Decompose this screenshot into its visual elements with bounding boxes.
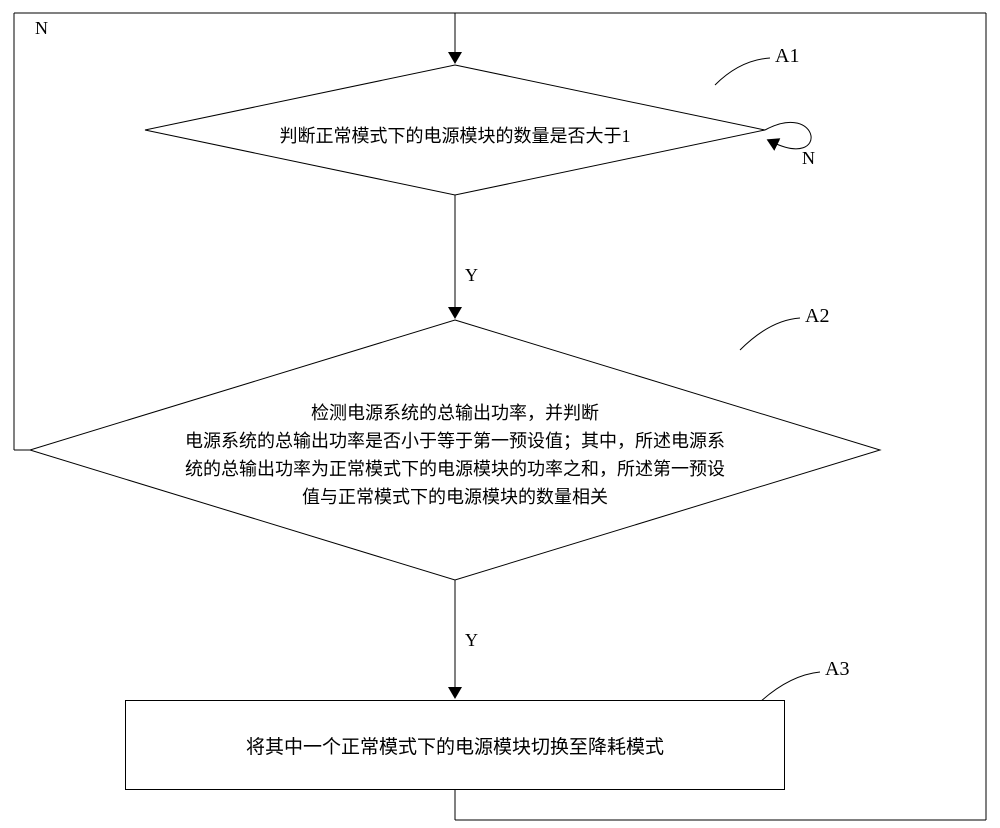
node-a2-ref: A2 — [805, 305, 829, 328]
node-a1-ref: A1 — [775, 45, 799, 68]
node-a3-text: 将其中一个正常模式下的电源模块切换至降耗模式 — [246, 732, 664, 759]
a2-line1: 检测电源系统的总输出功率，并判断 — [85, 400, 825, 428]
node-a3-ref: A3 — [825, 658, 849, 681]
node-a3: 将其中一个正常模式下的电源模块切换至降耗模式 — [125, 700, 785, 790]
edge-a1-self-n-label: N — [802, 148, 815, 169]
edge-a2-a3-y-label: Y — [465, 630, 478, 651]
node-a2-text: 检测电源系统的总输出功率，并判断 电源系统的总输出功率是否小于等于第一预设值；其… — [85, 400, 825, 512]
a2-line2: 电源系统的总输出功率是否小于等于第一预设值；其中，所述电源系 — [85, 428, 825, 456]
flowchart-container: { "flowchart": { "type": "flowchart", "b… — [0, 0, 1000, 828]
edge-a2-loop-n-label: N — [35, 18, 48, 39]
a2-line3: 统的总输出功率为正常模式下的电源模块的功率之和，所述第一预设 — [85, 456, 825, 484]
edge-a1-a2-y-label: Y — [465, 265, 478, 286]
node-a1-text: 判断正常模式下的电源模块的数量是否大于1 — [145, 118, 765, 155]
a2-line4: 值与正常模式下的电源模块的数量相关 — [85, 484, 825, 512]
